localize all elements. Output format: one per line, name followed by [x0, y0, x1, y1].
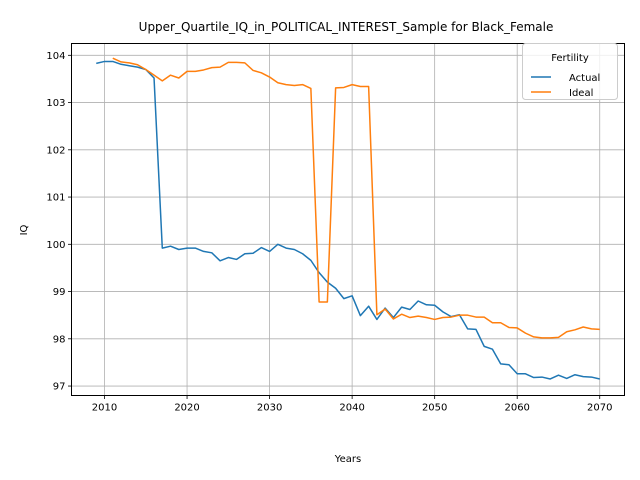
legend-label-actual: Actual [569, 73, 600, 84]
y-tick-label: 102 [46, 145, 65, 156]
legend-label-ideal: Ideal [569, 88, 593, 99]
y-axis-label: IQ [19, 224, 30, 235]
y-tick-label: 100 [46, 240, 65, 251]
x-tick-label: 2030 [257, 403, 282, 414]
x-tick-label: 2010 [92, 403, 117, 414]
series-line-actual [96, 60, 600, 380]
x-axis-label: Years [334, 454, 361, 465]
x-tick-label: 2070 [587, 403, 612, 414]
grid-lines [71, 43, 625, 396]
y-tick-label: 98 [53, 334, 66, 345]
axis-ticks: 2010 2020 2030 2040 2050 2060 2070 97 98 99 100 101… [46, 51, 612, 414]
x-tick-label: 2020 [174, 403, 199, 414]
x-tick-label: 2060 [504, 403, 529, 414]
y-tick-label: 99 [53, 287, 66, 298]
legend: Fertility Actual Ideal [522, 43, 618, 100]
legend-box [522, 43, 618, 100]
x-tick-label: 2040 [339, 403, 364, 414]
y-tick-label: 101 [46, 193, 65, 204]
y-tick-label: 97 [53, 382, 66, 393]
series-lines [96, 57, 600, 380]
plot-frame [71, 43, 625, 396]
series-line-ideal [112, 57, 600, 339]
x-tick-label: 2050 [422, 403, 447, 414]
chart-title: Upper_Quartile_IQ_in_POLITICAL_INTEREST_… [139, 20, 554, 34]
y-tick-label: 104 [46, 51, 65, 62]
legend-title: Fertility [551, 53, 589, 64]
y-tick-label: 103 [46, 98, 65, 109]
